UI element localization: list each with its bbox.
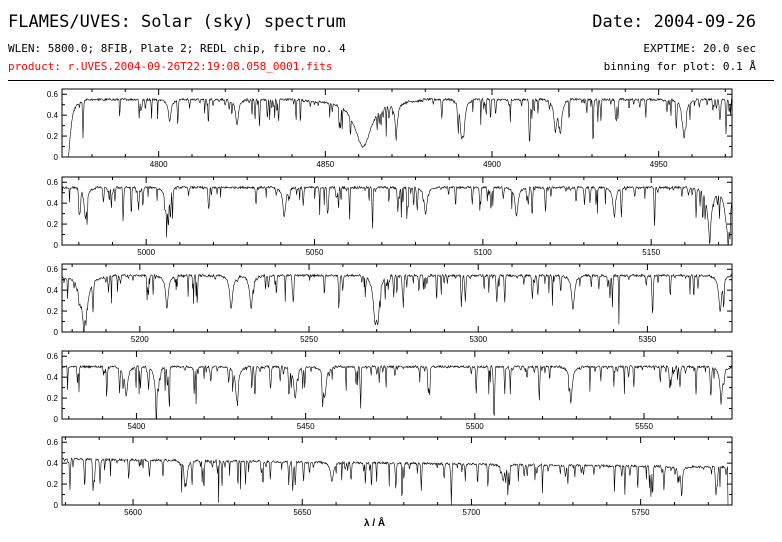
x-tick-label: 5650	[293, 508, 311, 517]
y-tick-label: 0	[54, 501, 59, 510]
y-tick-label: 0.6	[47, 90, 59, 99]
y-tick-label: 0	[54, 328, 59, 337]
y-tick-label: 0	[54, 241, 59, 250]
binning-info: binning for plot: 0.1 Å	[603, 60, 756, 73]
x-tick-label: 4850	[316, 160, 334, 169]
panel-4-frame	[61, 350, 733, 420]
y-tick-label: 0.2	[47, 480, 59, 489]
x-tick-label: 5300	[469, 335, 487, 344]
y-tick-label: 0	[54, 415, 59, 424]
panel-3-frame	[61, 263, 733, 333]
x-tick-label: 5600	[124, 508, 142, 517]
x-tick-label: 4900	[483, 160, 501, 169]
spectrum-line-4	[61, 364, 733, 420]
y-tick-label: 0.6	[47, 352, 59, 361]
panel-1-frame	[61, 88, 733, 158]
y-tick-label: 0.4	[47, 373, 59, 382]
y-tick-label: 0.2	[47, 132, 59, 141]
x-tick-label: 5000	[137, 248, 155, 257]
x-tick-label: 5350	[639, 335, 657, 344]
header-divider	[8, 80, 774, 81]
spectrum-line-2	[61, 185, 733, 245]
spectrum-line-1	[62, 97, 733, 158]
y-tick-label: 0.4	[47, 286, 59, 295]
y-tick-label: 0.2	[47, 220, 59, 229]
plot-title: FLAMES/UVES: Solar (sky) spectrum	[8, 12, 346, 32]
spectrum-line-3	[61, 273, 733, 333]
panel-5-frame	[61, 436, 733, 506]
x-tick-label: 5700	[463, 508, 481, 517]
exposure-time: EXPTIME: 20.0 sec	[643, 42, 756, 55]
x-axis-label: λ / Å	[364, 518, 386, 529]
y-tick-label: 0.6	[47, 438, 59, 447]
y-tick-label: 0.6	[47, 265, 59, 274]
y-tick-label: 0.2	[47, 307, 59, 316]
y-tick-label: 0.4	[47, 459, 59, 468]
y-tick-label: 0.4	[47, 199, 59, 208]
spectrum-line-5	[61, 457, 732, 506]
x-tick-label: 5450	[297, 422, 315, 431]
x-tick-label: 5100	[474, 248, 492, 257]
y-tick-label: 0.6	[47, 178, 59, 187]
y-tick-label: 0.4	[47, 111, 59, 120]
x-tick-label: 4800	[150, 160, 168, 169]
x-tick-label: 5200	[131, 335, 149, 344]
y-tick-label: 0.2	[47, 394, 59, 403]
x-tick-label: 5500	[466, 422, 484, 431]
x-tick-label: 5050	[306, 248, 324, 257]
panel-2-frame	[61, 176, 733, 246]
x-tick-label: 5750	[632, 508, 650, 517]
plot-date: Date: 2004-09-26	[592, 12, 756, 32]
x-tick-label: 5250	[300, 335, 318, 344]
setup-info: WLEN: 5800.0; 8FIB, Plate 2; REDL chip, …	[8, 42, 346, 55]
product-filename: product: r.UVES.2004-09-26T22:19:08.058_…	[8, 60, 333, 73]
x-tick-label: 5150	[642, 248, 660, 257]
x-tick-label: 5550	[635, 422, 653, 431]
x-tick-label: 5400	[128, 422, 146, 431]
y-tick-label: 0	[54, 153, 59, 162]
x-tick-label: 4950	[650, 160, 668, 169]
